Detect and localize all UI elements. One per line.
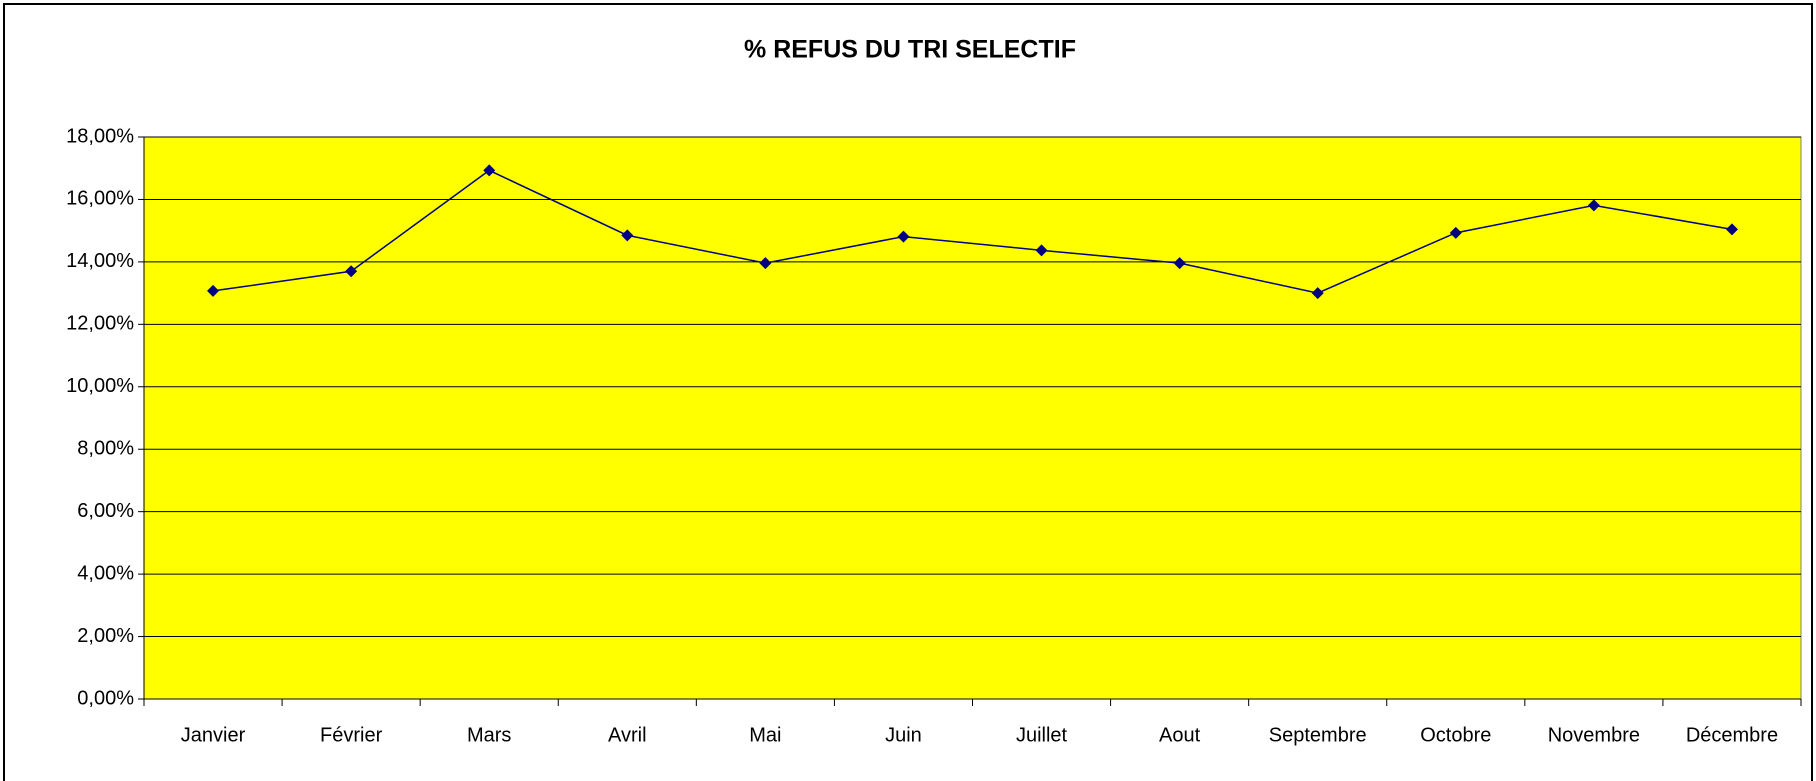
y-tick-label: 12,00% <box>66 313 134 335</box>
y-tick-label: 0,00% <box>77 687 134 709</box>
y-tick-label: 10,00% <box>66 375 134 397</box>
x-tick-label: Novembre <box>1548 724 1640 746</box>
marker <box>1173 257 1186 270</box>
marker <box>897 230 910 243</box>
marker <box>1449 226 1462 239</box>
x-tick-label: Octobre <box>1420 724 1491 746</box>
x-tick-label: Avril <box>608 724 647 746</box>
y-tick-label: 16,00% <box>66 188 134 210</box>
plot-area <box>143 136 1802 700</box>
y-tick-label: 6,00% <box>77 500 134 522</box>
y-tick-label: 14,00% <box>66 250 134 272</box>
y-tick-label: 18,00% <box>66 125 134 147</box>
x-tick-label: Janvier <box>181 724 246 746</box>
x-tick-label: Décembre <box>1686 724 1778 746</box>
marker <box>1311 287 1324 300</box>
marker <box>207 284 220 297</box>
marker <box>759 257 772 270</box>
x-tick-label: Mars <box>467 724 511 746</box>
line <box>212 169 1733 294</box>
y-tick-label: 8,00% <box>77 438 134 460</box>
x-tick-label: Mai <box>749 724 781 746</box>
x-tick-label: Juin <box>885 724 922 746</box>
y-tick-label: 2,00% <box>77 625 134 647</box>
x-tick-label: Aout <box>1159 724 1201 746</box>
y-tick-label: 4,00% <box>77 562 134 584</box>
marker <box>1587 199 1600 212</box>
x-tick-label: Septembre <box>1269 724 1367 746</box>
marker <box>345 265 358 278</box>
marker <box>1035 244 1048 257</box>
marker <box>1725 223 1738 236</box>
x-tick-label: Juillet <box>1016 724 1068 746</box>
marker <box>621 229 634 242</box>
marker <box>483 164 496 177</box>
x-tick-label: Février <box>320 724 383 746</box>
chart-title: % REFUS DU TRI SELECTIF <box>744 36 1076 64</box>
